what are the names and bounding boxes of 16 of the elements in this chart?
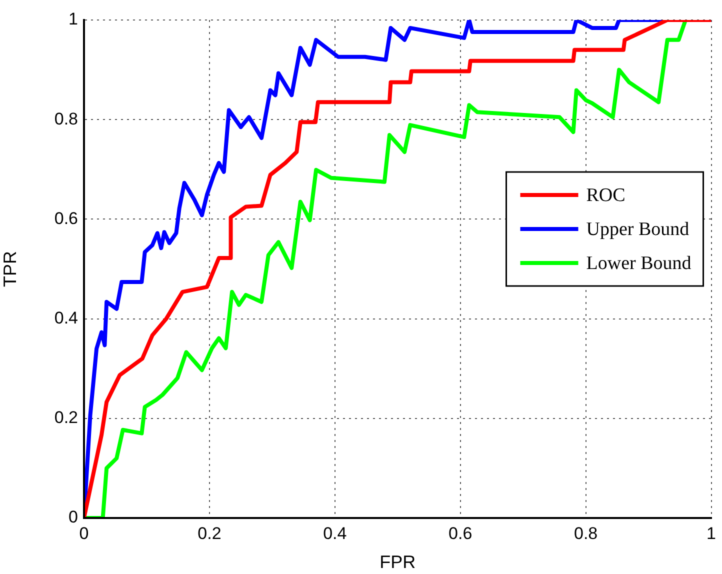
x-tick-label: 0.8 bbox=[574, 524, 598, 543]
y-tick-label: 0.8 bbox=[54, 109, 78, 128]
y-tick-label: 1 bbox=[68, 10, 78, 29]
x-tick-label: 1 bbox=[706, 524, 716, 543]
legend-label: Upper Bound bbox=[586, 218, 690, 240]
legend-label: ROC bbox=[586, 184, 626, 206]
y-tick-label: 0 bbox=[68, 508, 78, 527]
y-axis-title: TPR bbox=[0, 251, 20, 287]
x-tick-label: 0.4 bbox=[323, 524, 347, 543]
y-tick-label: 0.2 bbox=[54, 408, 78, 428]
x-axis-title: FPR bbox=[380, 552, 416, 572]
x-tick-label: 0.6 bbox=[448, 524, 472, 543]
x-tick-label: 0.2 bbox=[198, 524, 222, 543]
legend-label: Lower Bound bbox=[586, 252, 692, 274]
y-tick-label: 0.6 bbox=[54, 208, 78, 228]
y-tick-label: 0.4 bbox=[54, 308, 78, 328]
